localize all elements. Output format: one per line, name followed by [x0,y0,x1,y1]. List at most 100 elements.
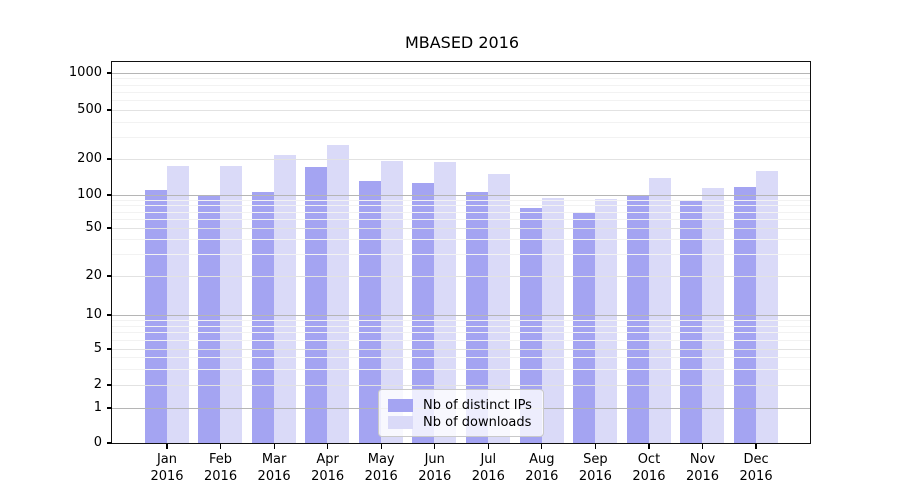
x-tick-jul [487,444,489,449]
y-tick-500 [107,109,112,111]
gridline-y-800 [111,84,810,86]
y-tick-label-1: 1 [93,400,102,415]
bar-downloads-dec [755,170,778,443]
bar-ips-may [358,181,381,443]
gridline-y-4 [111,357,810,359]
gridline-y-3 [111,368,810,370]
legend-label-downloads: Nb of downloads [423,415,532,430]
gridline-y-80 [111,205,810,207]
gridline-y-300 [111,137,810,139]
y-tick-label-20: 20 [85,268,102,283]
bars-layer [112,62,810,443]
x-tick-label-dec: Dec 2016 [739,452,773,484]
y-tick-2 [107,384,112,386]
gridline-y-600 [111,99,810,101]
y-tick-label-200: 200 [77,151,102,166]
legend-swatch-distinct-ips [388,399,413,412]
x-tick-jan [166,444,168,449]
gridline-y-60 [111,219,810,221]
x-tick-label-feb: Feb 2016 [204,452,238,484]
legend-swatch-downloads [388,416,413,429]
gridline-y-7 [111,332,810,334]
bar-ips-jun [412,183,435,443]
gridline-y-500 [111,109,810,111]
gridline-y-20 [111,275,810,277]
y-tick-200 [107,158,112,160]
bar-ips-jan [144,189,167,443]
y-tick-0 [107,442,112,444]
x-tick-mar [273,444,275,449]
x-tick-label-nov: Nov 2016 [685,452,720,484]
x-tick-jun [434,444,436,449]
x-tick-may [380,444,382,449]
y-tick-10 [107,314,112,316]
legend-label-distinct-ips: Nb of distinct IPs [423,398,532,413]
bar-ips-apr [305,167,328,443]
x-tick-label-jan: Jan 2016 [150,452,184,484]
bar-downloads-oct [648,177,671,443]
bar-ips-nov [680,201,703,443]
y-tick-label-5: 5 [93,341,102,356]
bar-downloads-feb [220,165,243,443]
x-tick-dec [755,444,757,449]
bar-ips-oct [626,194,649,443]
x-tick-label-oct: Oct 2016 [632,452,666,484]
x-tick-sep [594,444,596,449]
gridline-y-8 [111,325,810,327]
gridline-y-90 [111,199,810,201]
gridline-y-1000 [111,72,810,74]
legend-item-distinct-ips: Nb of distinct IPs [388,397,543,414]
bar-ips-feb [198,195,221,443]
gridline-y-30 [111,254,810,256]
y-tick-label-100: 100 [77,187,102,202]
y-tick-1000 [107,72,112,74]
x-tick-label-jul: Jul 2016 [471,452,505,484]
bar-downloads-jul [488,174,510,443]
gridline-y-9 [111,319,810,321]
x-tick-label-may: May 2016 [364,452,398,484]
x-tick-apr [327,444,329,449]
bar-downloads-may [380,161,403,443]
bar-downloads-jun [434,162,457,443]
gridline-y-400 [111,121,810,123]
bar-downloads-jan [166,165,189,443]
x-tick-oct [648,444,650,449]
gridline-y-2 [111,384,810,386]
x-tick-label-apr: Apr 2016 [311,452,345,484]
y-tick-50 [107,227,112,229]
x-tick-aug [541,444,543,449]
chart-title: MBASED 2016 [404,33,520,52]
x-tick-nov [701,444,704,449]
y-tick-label-10: 10 [85,307,102,322]
x-tick-label-aug: Aug 2016 [525,452,559,484]
y-tick-1 [107,407,112,409]
y-tick-label-0: 0 [93,435,102,450]
gridline-y-100 [111,194,810,196]
gridline-y-70 [111,211,810,213]
plot-area [110,60,811,444]
y-tick-20 [107,275,112,277]
y-tick-5 [107,348,112,350]
x-tick-feb [219,444,222,449]
gridline-y-5 [111,348,810,350]
x-tick-label-jun: Jun 2016 [418,452,452,484]
y-tick-label-500: 500 [77,102,102,117]
x-tick-label-sep: Sep 2016 [578,452,612,484]
y-tick-label-2: 2 [93,377,102,392]
grid-layer [111,62,810,443]
gridline-y-900 [111,78,810,80]
legend-item-downloads: Nb of downloads [388,414,543,431]
legend: Nb of distinct IPs Nb of downloads [378,389,544,437]
gridline-y-700 [111,91,810,93]
x-tick-label-mar: Mar 2016 [257,452,291,484]
gridline-y-200 [111,158,810,160]
gridline-y-50 [111,227,810,229]
y-tick-100 [107,194,112,196]
y-tick-label-1000: 1000 [68,65,102,80]
gridline-y-40 [111,239,810,241]
gridline-y-10 [111,314,810,316]
bar-downloads-mar [273,154,296,443]
y-tick-label-50: 50 [85,220,102,235]
gridline-y-6 [111,339,810,341]
